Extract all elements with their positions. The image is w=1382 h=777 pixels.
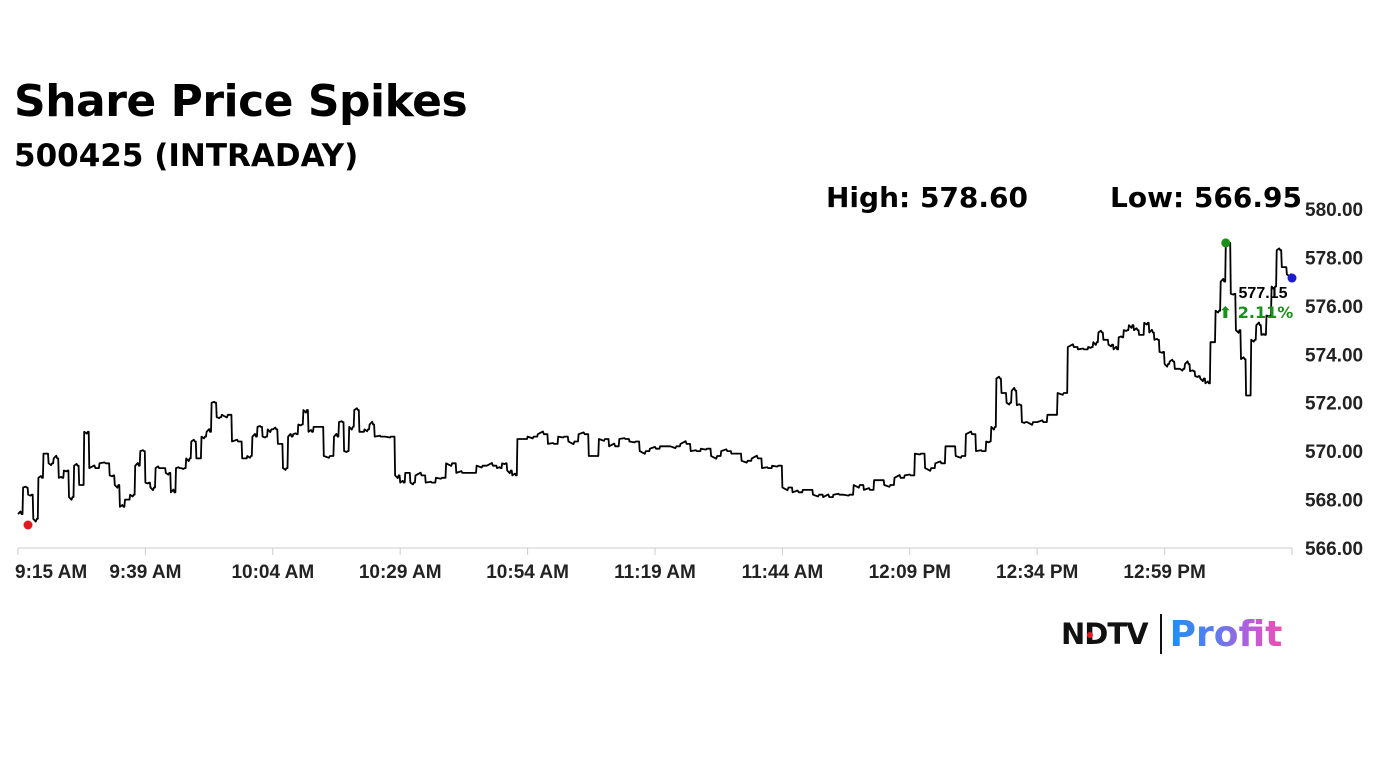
x-tick-label: 12:34 PM	[996, 562, 1078, 583]
y-tick-label: 566.00	[1305, 539, 1363, 560]
y-tick-label: 580.00	[1305, 200, 1363, 221]
change-percent-label: ⬆ 2.11%	[1219, 303, 1293, 322]
x-tick-label: 11:19 AM	[614, 562, 696, 583]
brand-ndtv: NDTV	[1061, 617, 1149, 651]
x-tick-label: 10:29 AM	[359, 562, 442, 583]
x-tick-label: 11:44 AM	[742, 562, 824, 583]
chart-subtitle: 500425 (INTRADAY)	[14, 138, 359, 174]
high-price-label: High: 578.60	[826, 181, 1029, 214]
brand-profit: Profit	[1169, 613, 1283, 655]
x-tick-label: 10:54 AM	[486, 562, 569, 583]
chart-title: Share Price Spikes	[14, 76, 468, 127]
x-tick-label: 9:15 AM	[15, 562, 87, 583]
ndtv-profit-logo: NDTV Profit	[1061, 612, 1282, 656]
y-tick-label: 568.00	[1305, 491, 1363, 512]
x-tick-label: 9:39 AM	[109, 562, 181, 583]
y-tick-label: 574.00	[1305, 345, 1363, 366]
x-tick-label: 12:09 PM	[869, 562, 951, 583]
x-tick-label: 12:59 PM	[1123, 562, 1205, 583]
high-marker	[1221, 238, 1231, 248]
brand-separator	[1159, 614, 1162, 654]
y-tick-label: 578.00	[1305, 248, 1363, 269]
price-line	[17, 241, 1293, 523]
y-tick-label: 576.00	[1305, 297, 1363, 318]
y-tick-label: 570.00	[1305, 442, 1363, 463]
low-price-label: Low: 566.95	[1110, 181, 1302, 214]
last-price-marker	[1287, 273, 1297, 283]
last-price-label: 577.15	[1239, 285, 1288, 302]
y-tick-label: 572.00	[1305, 394, 1363, 415]
brand-dot	[1087, 632, 1093, 638]
low-marker	[23, 520, 33, 530]
x-tick-label: 10:04 AM	[231, 562, 314, 583]
